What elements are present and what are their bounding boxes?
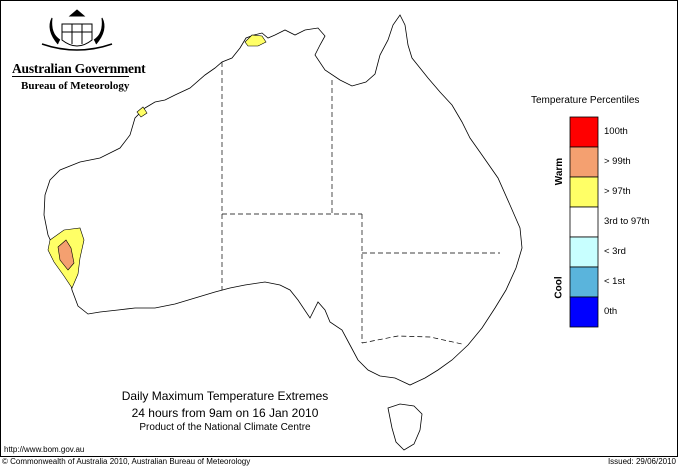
legend-swatch [570, 147, 598, 177]
coat-of-arms-icon [42, 10, 112, 50]
caption-title: Daily Maximum Temperature Extremes [100, 389, 350, 403]
government-title: Australian Government [12, 61, 130, 77]
legend-swatch [570, 237, 598, 267]
legend-label: < 1st [604, 276, 625, 287]
state-borders [222, 62, 500, 344]
legend-label: 3rd to 97th [604, 216, 649, 227]
footer-url[interactable]: http://www.bom.gov.au [4, 445, 84, 454]
footer-copyright: © Commonwealth of Australia 2010, Austra… [2, 457, 250, 466]
legend-color-scale [570, 117, 598, 327]
footer-issued: Issued: 29/06/2010 [608, 457, 676, 466]
legend-warm-label: Warm [554, 158, 565, 185]
title-divider [12, 76, 129, 77]
legend-swatch [570, 297, 598, 327]
tasmania-outline [388, 404, 422, 450]
legend-label: > 99th [604, 156, 631, 167]
region-top-end-97th [245, 35, 266, 46]
legend-label: > 97th [604, 186, 631, 197]
legend-swatch [570, 267, 598, 297]
caption-period: 24 hours from 9am on 16 Jan 2010 [100, 406, 350, 420]
legend-label: < 3rd [604, 246, 626, 257]
legend-label: 100th [604, 126, 628, 137]
bureau-title: Bureau of Meteorology [21, 80, 129, 92]
legend-swatch [570, 177, 598, 207]
legend-swatch [570, 207, 598, 237]
legend-cool-label: Cool [554, 276, 565, 298]
region-pilbara-97th [137, 107, 147, 117]
legend-title: Temperature Percentiles [531, 95, 639, 106]
legend-swatch [570, 117, 598, 147]
legend-label: 0th [604, 306, 617, 317]
caption-producer: Product of the National Climate Centre [100, 422, 350, 433]
